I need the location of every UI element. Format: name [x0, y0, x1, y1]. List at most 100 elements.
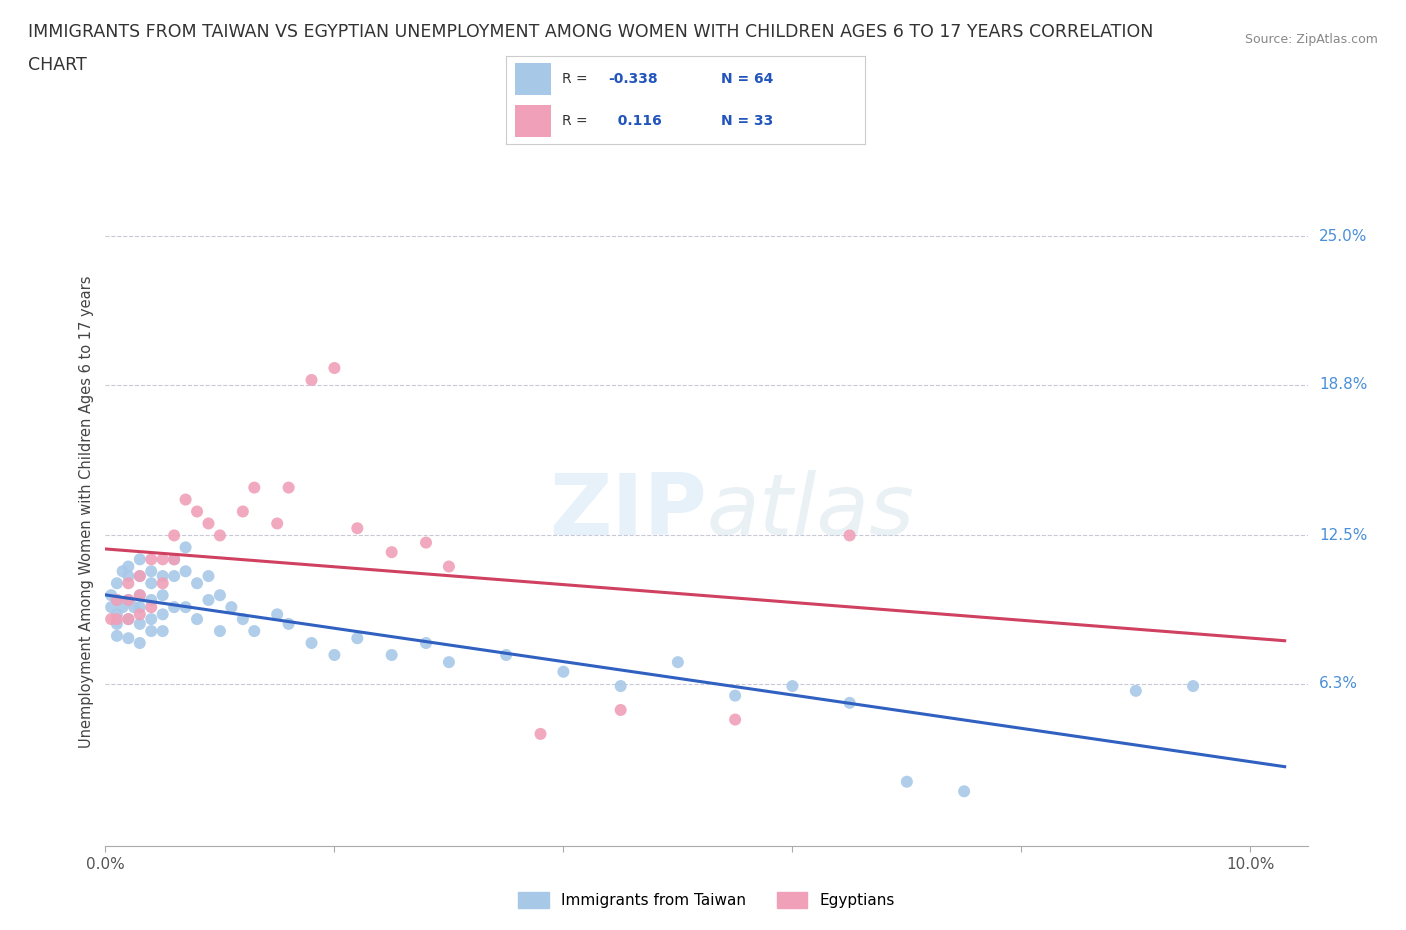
Text: 0.116: 0.116	[609, 114, 662, 128]
Point	[117, 592, 139, 607]
Text: -0.338: -0.338	[609, 72, 658, 86]
Point	[141, 576, 163, 591]
Point	[141, 600, 163, 615]
Text: atlas: atlas	[707, 470, 914, 553]
Point	[301, 373, 323, 388]
Point	[141, 592, 163, 607]
Point	[381, 647, 404, 662]
Point	[666, 655, 689, 670]
Point	[152, 588, 174, 603]
Point	[105, 629, 128, 644]
Legend: Immigrants from Taiwan, Egyptians: Immigrants from Taiwan, Egyptians	[510, 884, 903, 916]
Text: Source: ZipAtlas.com: Source: ZipAtlas.com	[1244, 33, 1378, 46]
Point	[100, 612, 122, 627]
Point	[609, 702, 631, 717]
Point	[128, 635, 150, 650]
Point	[128, 551, 150, 566]
Point	[415, 635, 437, 650]
Point	[609, 679, 631, 694]
Point	[266, 607, 288, 622]
Text: 6.3%: 6.3%	[1319, 676, 1358, 691]
Point	[152, 551, 174, 566]
Point	[323, 647, 346, 662]
Text: 25.0%: 25.0%	[1319, 229, 1367, 244]
Point	[323, 361, 346, 376]
Point	[163, 600, 186, 615]
Point	[163, 568, 186, 583]
Text: N = 64: N = 64	[721, 72, 773, 86]
Point	[141, 564, 163, 578]
Point	[152, 607, 174, 622]
Point	[197, 592, 219, 607]
Text: R =: R =	[562, 114, 588, 128]
Point	[896, 775, 918, 790]
Text: 12.5%: 12.5%	[1319, 528, 1367, 543]
Point	[553, 664, 575, 679]
Point	[128, 588, 150, 603]
Point	[105, 617, 128, 631]
Point	[838, 528, 860, 543]
Point	[141, 551, 163, 566]
Point	[243, 624, 266, 639]
Point	[1125, 684, 1147, 698]
Point	[232, 612, 254, 627]
Point	[208, 588, 231, 603]
Point	[724, 712, 747, 727]
Point	[381, 545, 404, 560]
Point	[174, 564, 197, 578]
Point	[105, 576, 128, 591]
FancyBboxPatch shape	[515, 63, 551, 95]
Point	[122, 600, 145, 615]
Point	[346, 631, 368, 645]
Point	[128, 600, 150, 615]
Point	[277, 617, 299, 631]
Point	[117, 592, 139, 607]
Point	[266, 516, 288, 531]
Text: N = 33: N = 33	[721, 114, 773, 128]
Point	[128, 607, 150, 622]
Point	[346, 521, 368, 536]
Y-axis label: Unemployment Among Women with Children Ages 6 to 17 years: Unemployment Among Women with Children A…	[79, 275, 94, 748]
Point	[141, 624, 163, 639]
Point	[105, 612, 128, 627]
Point	[838, 696, 860, 711]
Point	[111, 564, 134, 578]
Point	[163, 551, 186, 566]
Text: 18.8%: 18.8%	[1319, 378, 1367, 392]
Point	[208, 528, 231, 543]
Point	[117, 576, 139, 591]
Point	[277, 480, 299, 495]
Point	[197, 568, 219, 583]
Point	[141, 612, 163, 627]
Point	[221, 600, 243, 615]
Point	[495, 647, 517, 662]
Point	[232, 504, 254, 519]
Point	[163, 551, 186, 566]
Point	[186, 576, 208, 591]
Point	[105, 592, 128, 607]
Point	[437, 655, 460, 670]
Point	[117, 568, 139, 583]
Point	[152, 568, 174, 583]
FancyBboxPatch shape	[515, 105, 551, 137]
Point	[174, 492, 197, 507]
Point	[208, 624, 231, 639]
Point	[782, 679, 804, 694]
Point	[174, 540, 197, 555]
Text: IMMIGRANTS FROM TAIWAN VS EGYPTIAN UNEMPLOYMENT AMONG WOMEN WITH CHILDREN AGES 6: IMMIGRANTS FROM TAIWAN VS EGYPTIAN UNEMP…	[28, 23, 1153, 41]
Point	[301, 635, 323, 650]
Point	[415, 535, 437, 550]
Point	[529, 726, 551, 741]
Point	[186, 504, 208, 519]
Point	[724, 688, 747, 703]
Point	[174, 600, 197, 615]
Point	[152, 624, 174, 639]
Point	[1182, 679, 1205, 694]
Text: R =: R =	[562, 72, 588, 86]
Point	[117, 612, 139, 627]
Text: ZIP: ZIP	[548, 470, 707, 553]
Point	[117, 631, 139, 645]
Point	[128, 568, 150, 583]
Point	[105, 607, 128, 622]
Point	[953, 784, 976, 799]
